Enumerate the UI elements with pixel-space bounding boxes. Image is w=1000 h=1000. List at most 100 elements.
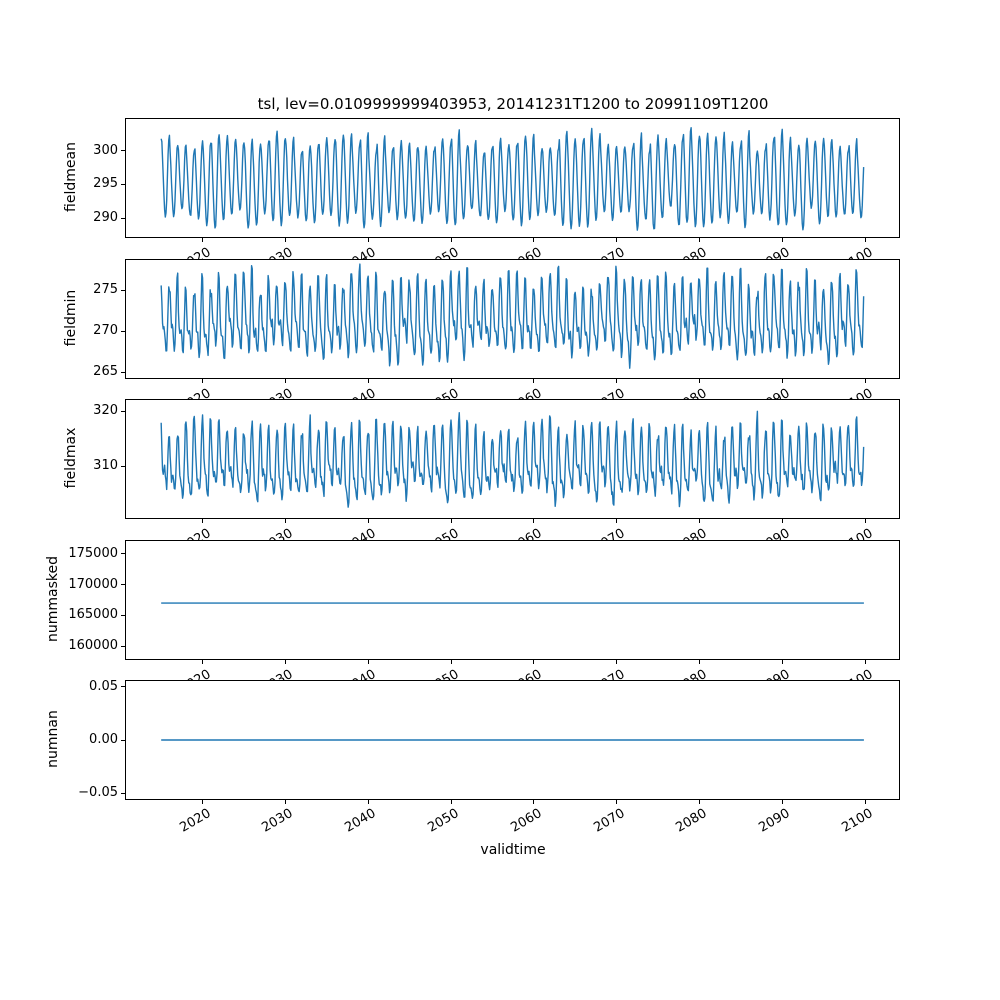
x-tick-label: 2020 xyxy=(167,386,213,399)
x-tick-mark xyxy=(284,660,286,664)
x-tick-label: 2020 xyxy=(176,806,214,836)
x-tick-label: 2060 xyxy=(508,806,545,836)
x-tick-mark xyxy=(781,800,783,804)
x-tick-mark xyxy=(450,379,452,383)
x-tick-label: 2030 xyxy=(250,667,296,680)
x-tick-label: 2020 xyxy=(167,667,213,680)
y-tick-label: 170000 xyxy=(68,576,118,592)
x-tick-mark xyxy=(450,800,452,804)
x-tick-label: 2070 xyxy=(582,526,627,540)
subplot-fieldmean xyxy=(125,118,900,238)
x-tick-label: 2070 xyxy=(582,386,627,399)
y-tick-mark xyxy=(121,150,125,152)
x-tick-label: 2080 xyxy=(664,386,710,399)
x-tick-label: 2030 xyxy=(259,806,296,836)
x-tick-mark xyxy=(864,660,866,664)
x-tick-label: 2050 xyxy=(416,667,461,680)
x-tick-mark xyxy=(533,660,535,664)
x-tick-mark xyxy=(202,238,204,242)
y-tick-label: 265 xyxy=(93,364,118,380)
fieldmean-line xyxy=(160,127,865,231)
x-tick-label: 2080 xyxy=(664,667,710,680)
x-tick-label: 2100 xyxy=(830,526,875,540)
x-tick-label: 2090 xyxy=(747,386,793,399)
x-tick-mark xyxy=(533,238,535,242)
x-tick-label: 2060 xyxy=(499,526,544,540)
clipped-x-tick-labels: 2020 2030 2040 2050 2060 2070 2080 2090 2100 xyxy=(0,662,1000,680)
fieldmin-line xyxy=(160,263,865,369)
x-tick-label: 2070 xyxy=(582,667,627,680)
y-tick-label: 295 xyxy=(93,176,118,192)
x-tick-label: 2050 xyxy=(416,245,461,259)
y-tick-mark xyxy=(121,465,125,467)
x-tick-label: 2040 xyxy=(333,386,379,399)
chart-title: tsl, lev=0.0109999999403953, 20141231T12… xyxy=(257,95,769,113)
y-tick-mark xyxy=(121,371,125,373)
x-tick-mark xyxy=(616,379,618,383)
x-tick-mark xyxy=(781,519,783,523)
x-tick-label: 2040 xyxy=(333,245,379,259)
y-tick-label: 0.00 xyxy=(89,732,118,747)
x-tick-label: 2100 xyxy=(839,806,876,836)
x-tick-label: 2070 xyxy=(582,245,627,259)
x-tick-mark xyxy=(284,379,286,383)
clipped-x-tick-labels: 2020 2030 2040 2050 2060 2070 2080 2090 2100 xyxy=(0,381,1000,399)
y-tick-label: 175000 xyxy=(68,545,118,561)
clipped-x-tick-labels: 2020 2030 2040 2050 2060 2070 2080 2090 2100 xyxy=(0,521,1000,540)
y-tick-mark xyxy=(121,584,125,586)
x-tick-mark xyxy=(698,238,700,242)
x-tick-label: 2020 xyxy=(167,526,213,540)
x-tick-mark xyxy=(864,519,866,523)
x-tick-mark xyxy=(616,238,618,242)
x-tick-mark xyxy=(698,660,700,664)
y-tick-mark xyxy=(121,739,125,741)
x-tick-label: 2090 xyxy=(756,806,793,836)
x-tick-label: 2040 xyxy=(342,806,379,836)
y-tick-label: 300 xyxy=(93,142,118,158)
x-tick-label: 2090 xyxy=(747,526,793,540)
x-tick-mark xyxy=(450,238,452,242)
x-tick-mark xyxy=(367,800,369,804)
x-tick-mark xyxy=(781,660,783,664)
x-tick-label: 2020 xyxy=(167,245,213,259)
y-tick-mark xyxy=(121,614,125,616)
fieldmean-plot-area xyxy=(160,127,865,231)
x-tick-mark xyxy=(698,800,700,804)
x-tick-mark xyxy=(367,238,369,242)
y-tick-mark xyxy=(121,792,125,794)
x-tick-label: 2040 xyxy=(333,526,379,540)
x-tick-label: 2090 xyxy=(747,245,793,259)
y-tick-label: 310 xyxy=(93,458,118,474)
y-tick-label: 320 xyxy=(93,403,118,419)
x-tick-mark xyxy=(864,800,866,804)
x-tick-mark xyxy=(616,519,618,523)
x-tick-mark xyxy=(367,519,369,523)
x-tick-mark xyxy=(367,379,369,383)
x-tick-mark xyxy=(781,379,783,383)
y-tick-label: 0.05 xyxy=(89,678,118,694)
y-tick-mark xyxy=(121,553,125,555)
x-tick-mark xyxy=(864,379,866,383)
fieldmax-line xyxy=(160,410,865,508)
x-tick-mark xyxy=(367,660,369,664)
fieldmax-plot-area xyxy=(160,410,865,508)
y-tick-mark xyxy=(121,217,125,219)
y-tick-mark xyxy=(121,183,125,185)
x-tick-mark xyxy=(284,238,286,242)
y-tick-mark xyxy=(121,289,125,291)
x-tick-label: 2050 xyxy=(425,806,462,836)
x-tick-label: 2080 xyxy=(664,245,710,259)
y-tick-label: 275 xyxy=(93,282,118,298)
y-tick-mark xyxy=(121,686,125,688)
x-tick-label: 2040 xyxy=(333,667,379,680)
x-tick-label: 2080 xyxy=(664,526,710,540)
y-tick-label: 165000 xyxy=(68,607,118,623)
x-tick-label: 2030 xyxy=(250,526,296,540)
x-tick-label: 2030 xyxy=(250,245,296,259)
y-tick-label: −0.05 xyxy=(78,785,118,801)
x-tick-mark xyxy=(864,238,866,242)
x-tick-mark xyxy=(616,660,618,664)
fieldmin-plot-area xyxy=(160,263,865,369)
x-tick-mark xyxy=(450,519,452,523)
